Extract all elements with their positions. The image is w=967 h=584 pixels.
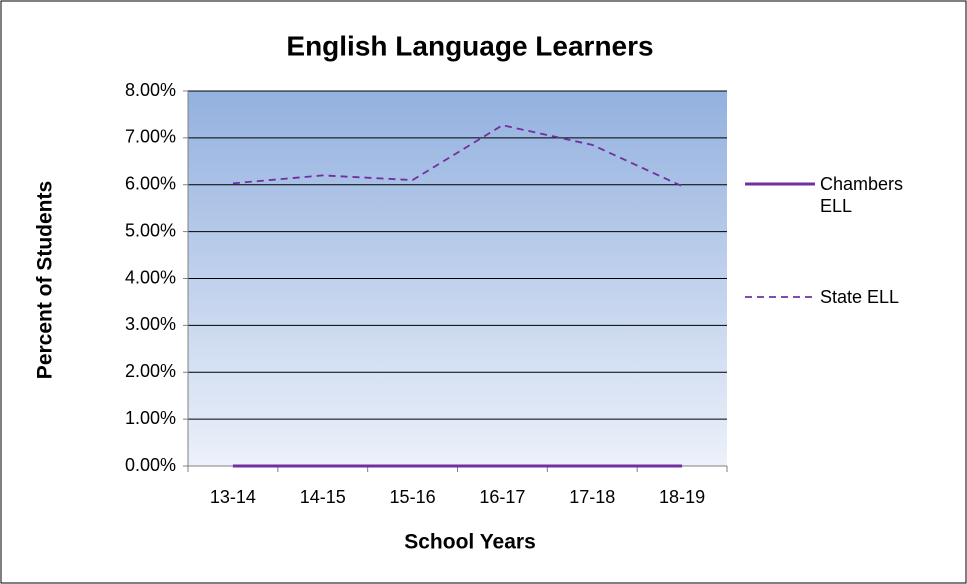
x-tick-label: 16-17 xyxy=(479,487,525,507)
legend-label: Chambers ELL xyxy=(820,174,904,216)
x-axis-label: School Years xyxy=(404,531,536,554)
x-tick-label: 18-19 xyxy=(659,487,705,507)
y-tick-label: 2.00% xyxy=(125,361,176,381)
y-tick-label: 6.00% xyxy=(125,174,176,194)
chart-title: English Language Learners xyxy=(286,30,653,61)
series-line xyxy=(232,124,683,187)
y-tick-label: 5.00% xyxy=(125,220,176,240)
x-tick-label: 13-14 xyxy=(210,487,256,507)
legend-label: State ELL xyxy=(820,287,900,307)
x-tick-label: 17-18 xyxy=(569,487,615,507)
y-tick-label: 4.00% xyxy=(125,267,176,287)
y-tick-label: 8.00% xyxy=(125,80,176,100)
x-tick-label: 14-15 xyxy=(300,487,346,507)
y-axis-label: Percent of Students xyxy=(34,181,57,379)
y-tick-label: 1.00% xyxy=(125,408,176,428)
y-tick-label: 7.00% xyxy=(125,127,176,147)
y-tick-label: 3.00% xyxy=(125,314,176,334)
x-tick-label: 15-16 xyxy=(390,487,436,507)
y-tick-label: 0.00% xyxy=(125,455,176,475)
